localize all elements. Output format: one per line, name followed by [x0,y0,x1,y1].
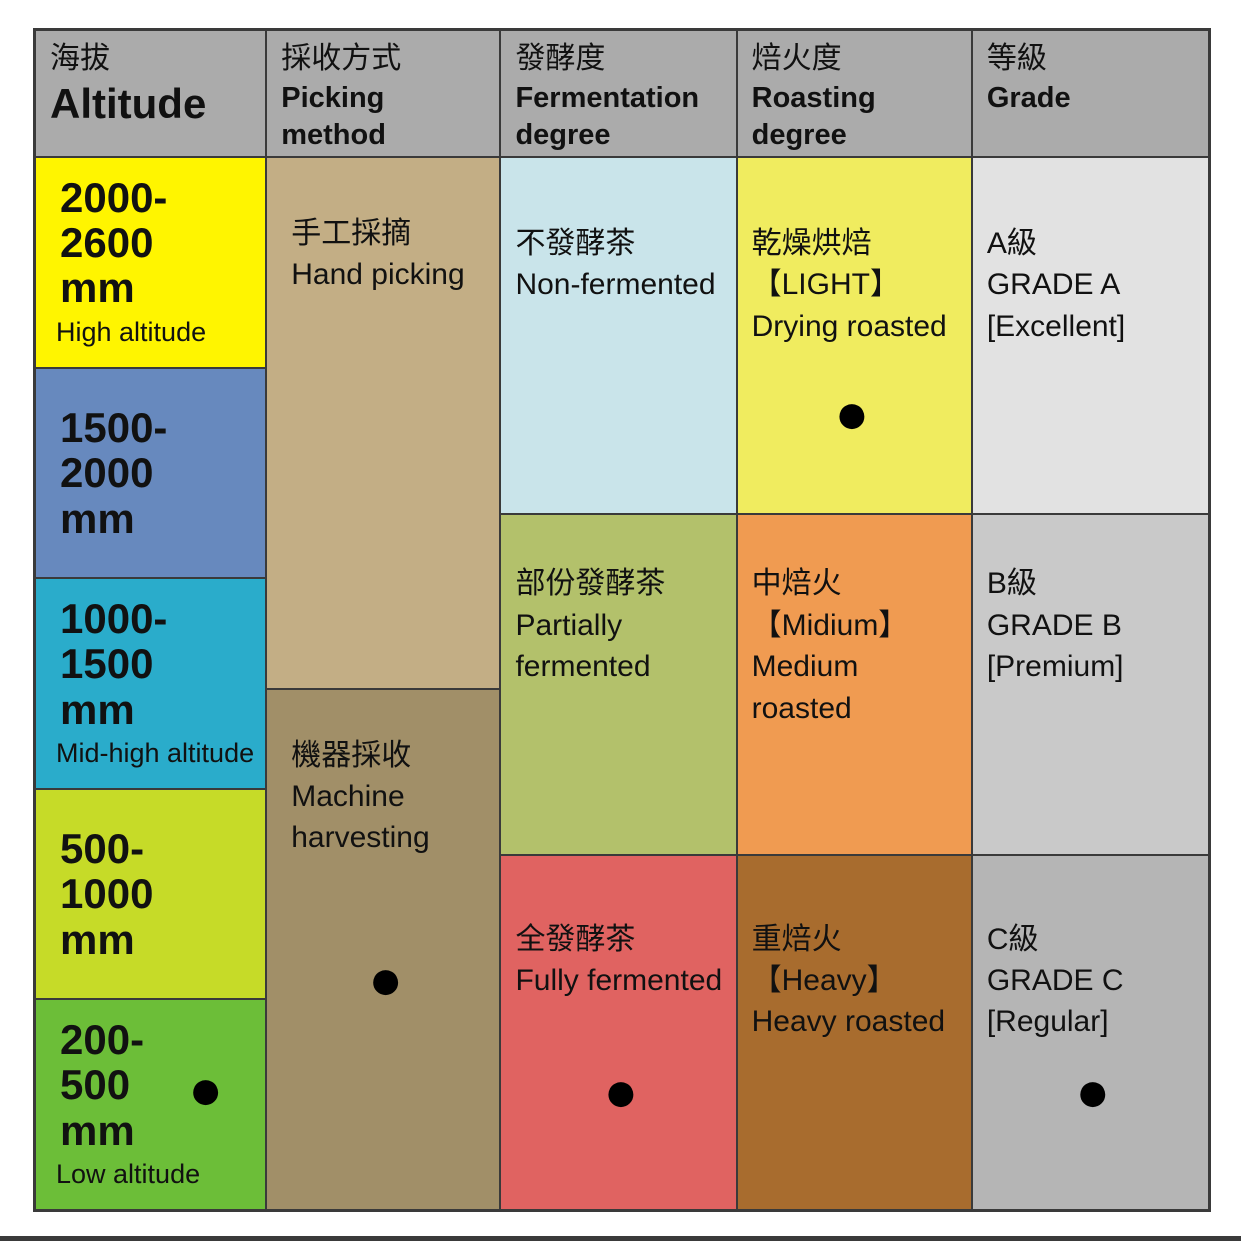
cell-label: 乾燥烘焙 【LIGHT】 Drying roasted [751,227,947,343]
cell-altitude-1500-2000: 1500- 2000 mm [36,368,266,578]
altitude-sub-label: High altitude [56,316,207,347]
column-fermentation-degree: 發酵度 Fermentation degree 不發酵茶 Non-ferment… [501,31,736,1209]
selection-dot: ● [603,1059,639,1125]
cell-partially-fermented: 部份發酵茶 Partially fermented [501,515,736,854]
column-picking-method: 採收方式 Picking method 手工採摘 Hand picking 機器… [267,31,500,1209]
cell-label: 手工採摘 Hand picking [291,217,465,292]
header-zh-label: 採收方式 [281,42,402,75]
column-grade: 等級 Grade A級 GRADE A [Excellent] B級 GRADE… [972,31,1208,1209]
altitude-sub-label: Low altitude [56,1159,201,1190]
header-en-label: Grade [986,81,1071,114]
header-en-label: Fermentation degree [515,81,700,152]
header-zh-label: 發酵度 [515,42,606,75]
cell-grade-b: B級 GRADE B [Premium] [972,515,1208,854]
column-altitude: 海拔 Altitude 2000- 2600 mm High altitude … [36,31,266,1209]
selection-dot: ● [834,380,870,446]
cell-machine-harvesting: 機器採收 Machine harvesting ● [267,689,500,1209]
cell-label: 不發酵茶 Non-fermented [515,227,716,302]
cell-light-roasted: 乾燥烘焙 【LIGHT】 Drying roasted ● [737,158,971,514]
spec-table: 海拔 Altitude 2000- 2600 mm High altitude … [33,28,1211,1212]
column-header-fermentation-degree: 發酵度 Fermentation degree [501,31,736,156]
selection-dot: ● [188,1057,224,1123]
cell-altitude-200-500: 200- 500 mm Low altitude ● [36,1000,266,1209]
cell-grade-c: C級 GRADE C [Regular] ● [972,855,1208,1209]
cell-non-fermented: 不發酵茶 Non-fermented [501,158,736,514]
cell-label: C級 GRADE C [Regular] [986,922,1124,1039]
cell-grade-a: A級 GRADE A [Excellent] [972,158,1208,514]
selection-dot: ● [368,947,404,1013]
cell-altitude-1000-1500: 1000- 1500 mm Mid-high altitude [36,579,266,788]
column-header-picking-method: 採收方式 Picking method [267,31,500,156]
altitude-range: 2000- 2600 mm [60,173,168,312]
cell-altitude-2000-2600: 2000- 2600 mm High altitude [36,158,266,367]
altitude-sub-label: Mid-high altitude [56,737,255,768]
altitude-range: 1500- 2000 mm [60,403,168,542]
altitude-range: 500- 1000 mm [60,825,154,963]
header-en-label: Roasting degree [751,81,876,152]
cell-medium-roasted: 中焙火 【Midium】 Medium roasted [737,515,971,854]
cell-label: 全發酵茶 Fully fermented [515,922,723,998]
altitude-range: 1000- 1500 mm [60,594,168,733]
cell-label: 部份發酵茶 Partially fermented [515,567,666,684]
cell-label: A級 GRADE A [Excellent] [986,227,1126,343]
header-zh-label: 等級 [986,42,1047,75]
header-en-label: Picking method [281,81,386,152]
cell-label: 中焙火 【Midium】 Medium roasted [751,567,909,725]
header-en-label: Altitude [50,79,207,127]
selection-dot: ● [1075,1059,1111,1125]
header-zh-label: 海拔 [50,42,110,75]
altitude-range: 200- 500 mm [60,1016,145,1154]
column-header-roasting-degree: 焙火度 Roasting degree [737,31,971,156]
column-header-grade: 等級 Grade [972,31,1208,156]
cell-fully-fermented: 全發酵茶 Fully fermented ● [501,855,736,1209]
column-roasting-degree: 焙火度 Roasting degree 乾燥烘焙 【LIGHT】 Drying … [737,31,971,1209]
cell-label: 重焙火 【Heavy】 Heavy roasted [751,922,946,1039]
cell-label: B級 GRADE B [Premium] [986,567,1124,684]
header-zh-label: 焙火度 [751,42,842,75]
bottom-edge-strip [0,1236,1241,1241]
cell-altitude-500-1000: 500- 1000 mm [36,789,266,999]
column-header-altitude: 海拔 Altitude [36,31,266,156]
cell-label: 機器採收 Machine harvesting [291,738,430,855]
cell-hand-picking: 手工採摘 Hand picking [267,158,500,688]
cell-heavy-roasted: 重焙火 【Heavy】 Heavy roasted [737,855,971,1209]
